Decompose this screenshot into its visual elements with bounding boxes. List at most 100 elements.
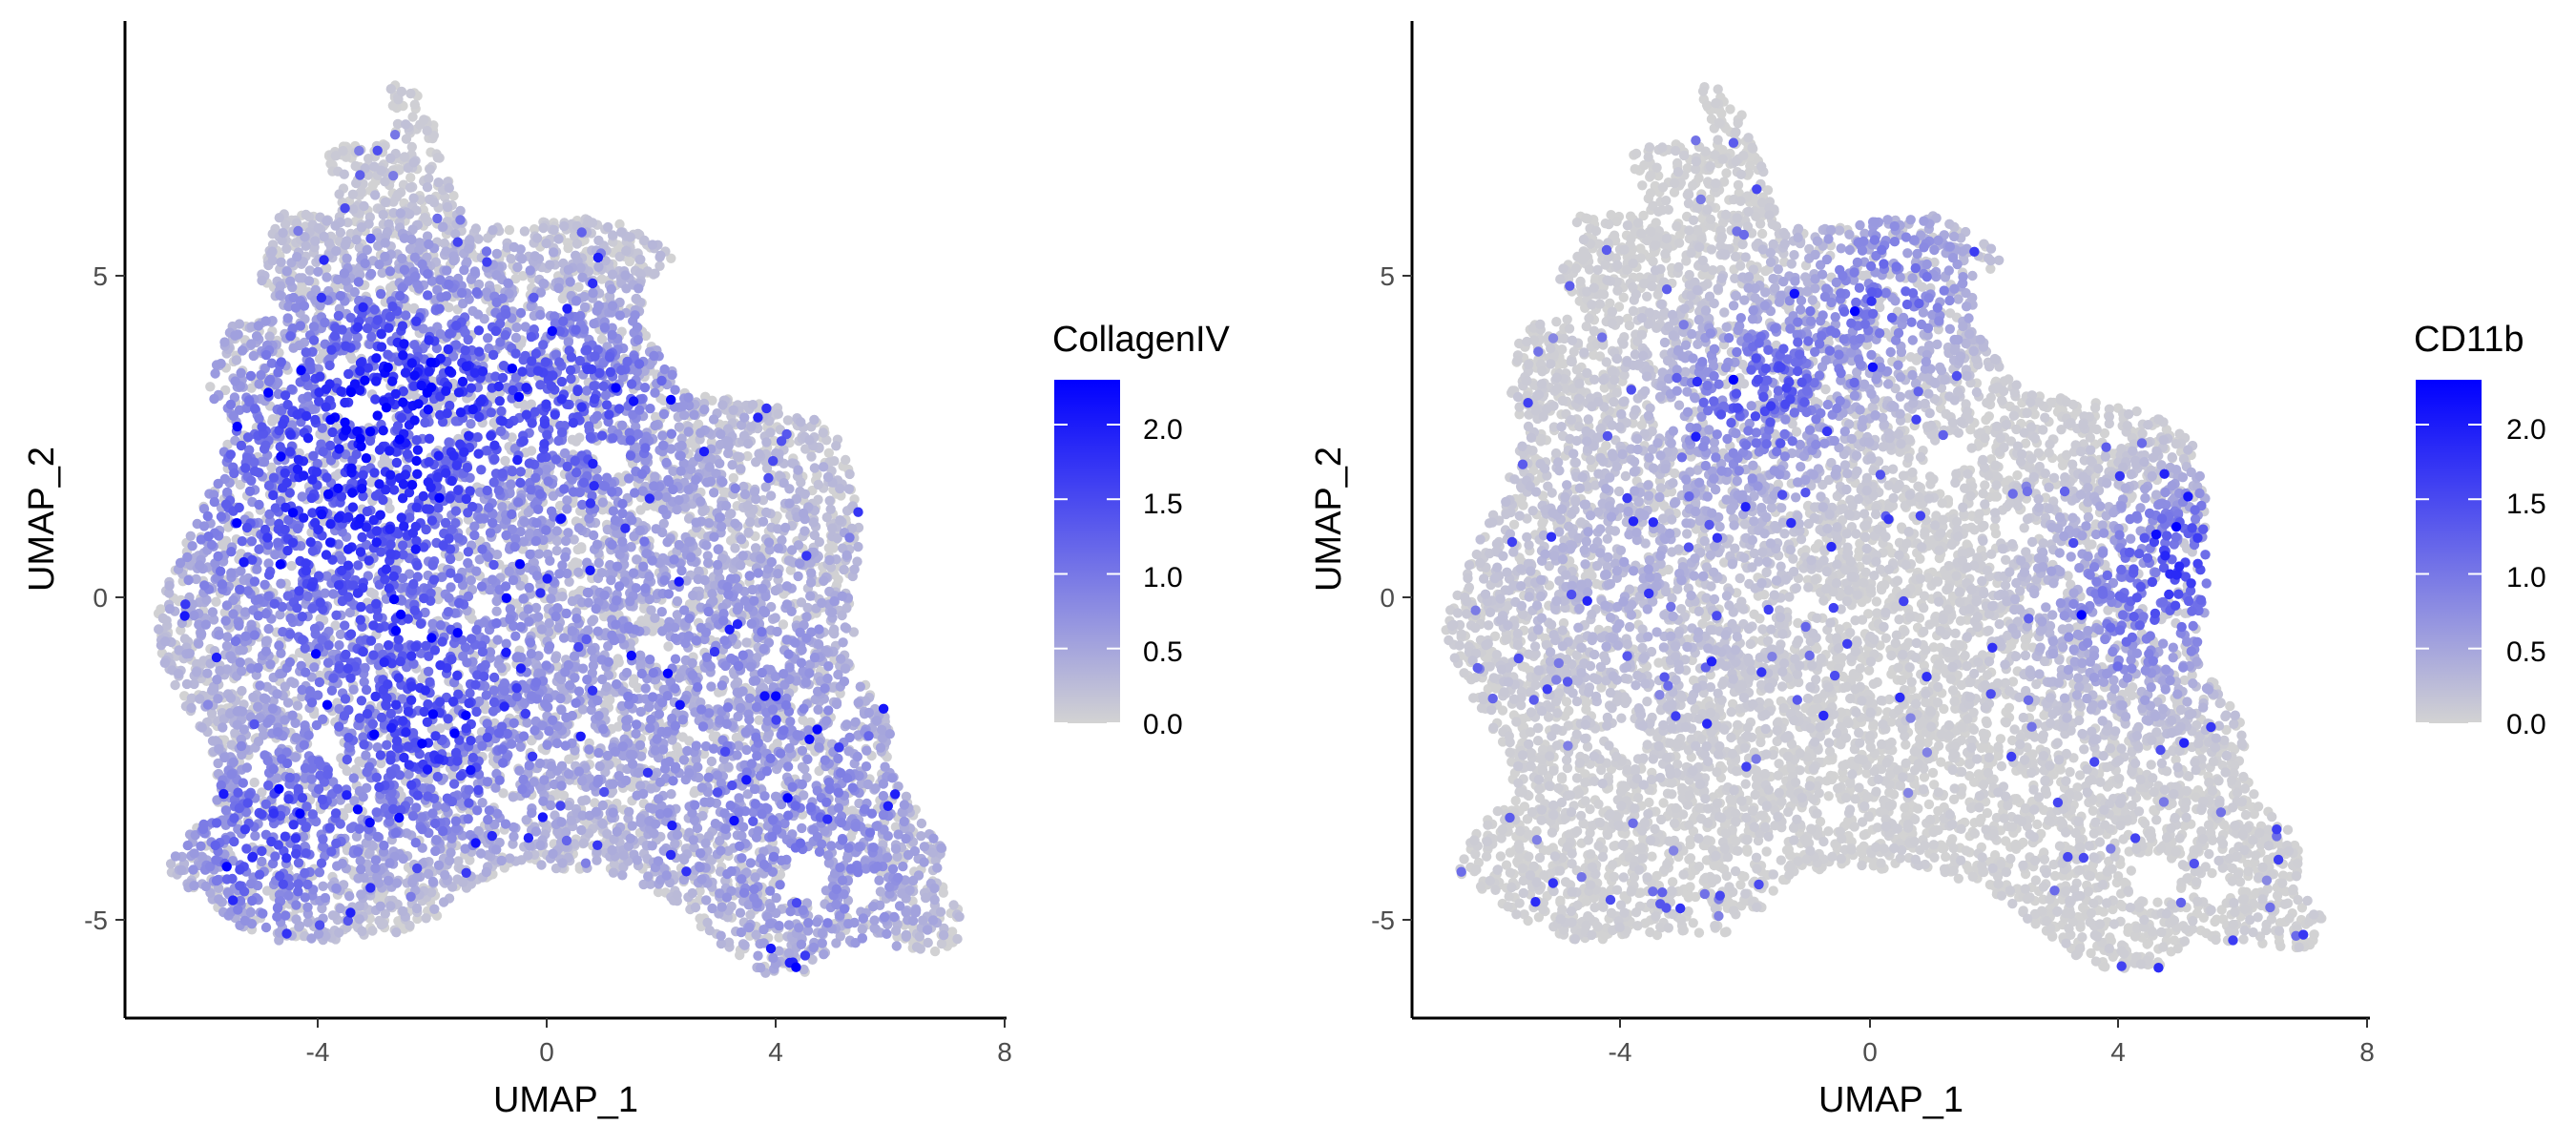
cell-point (532, 233, 542, 242)
cell-point (476, 848, 486, 858)
cell-point (405, 209, 414, 219)
cell-point (492, 249, 502, 259)
cell-point (197, 722, 207, 732)
cell-point (597, 568, 607, 577)
cell-point (250, 778, 260, 787)
cell-point (823, 472, 833, 482)
cell-point (301, 210, 311, 219)
cell-point (588, 218, 597, 227)
cell-point (688, 591, 697, 600)
cell-point (500, 456, 509, 466)
cell-point (376, 166, 385, 176)
cell-point (491, 607, 501, 616)
cell-point (386, 84, 396, 94)
cell-point (841, 551, 851, 560)
cell-point (549, 247, 558, 257)
cell-point (624, 807, 634, 817)
cell-point (750, 872, 759, 882)
cell-point (577, 796, 587, 805)
cell-point (620, 270, 630, 280)
cell-point (563, 243, 572, 253)
cell-point (688, 888, 697, 898)
cell-point (264, 331, 274, 341)
cell-point (368, 180, 378, 190)
cell-point (730, 543, 739, 552)
cell-point (754, 448, 763, 458)
cell-point (743, 528, 753, 537)
cell-point (319, 232, 328, 241)
cell-point (800, 489, 810, 499)
cell-point (621, 246, 631, 256)
cell-point (517, 254, 527, 263)
cell-point (497, 856, 507, 865)
cell-point (571, 251, 580, 260)
cell-point (160, 636, 170, 646)
cell-point (928, 847, 938, 857)
cell-point (445, 183, 454, 193)
cell-point (482, 867, 491, 877)
cell-point (267, 247, 277, 257)
cell-point (920, 842, 929, 851)
cell-point (567, 816, 576, 825)
cell-point (215, 666, 224, 676)
cell-point (232, 355, 241, 364)
cell-point (347, 354, 357, 364)
cell-point (292, 252, 301, 261)
cell-point (330, 220, 340, 230)
cell-point (219, 337, 229, 346)
cell-point (916, 831, 925, 841)
cell-point (400, 152, 409, 161)
cell-point (716, 429, 725, 439)
cell-point (902, 930, 911, 940)
cell-point (705, 462, 715, 471)
cell-point (829, 625, 839, 635)
cell-point (186, 531, 196, 541)
cell-point (739, 412, 749, 422)
cell-point (783, 415, 793, 425)
cell-point (936, 843, 945, 853)
cell-point (928, 915, 938, 925)
cell-point (952, 934, 962, 944)
cell-point (505, 853, 514, 863)
cell-point (804, 435, 814, 445)
panel-collageniv: -4 0 4 8 -5 0 5 UMAP_1 UMAP_2 CollagenIV… (22, 21, 1231, 1120)
cell-point (802, 603, 812, 613)
cell-point (293, 700, 302, 710)
cell-point (793, 572, 802, 581)
cell-point (360, 873, 369, 883)
cell-point (381, 198, 390, 207)
cell-point (405, 244, 415, 254)
cell-point (538, 279, 548, 288)
cell-point (869, 915, 879, 925)
cell-point (679, 855, 689, 864)
cell-point (342, 254, 351, 263)
cell-point (587, 616, 596, 626)
cell-point (655, 251, 665, 260)
cell-point (672, 890, 681, 900)
cell-point (226, 693, 236, 702)
cell-point (576, 825, 586, 835)
cell-point (165, 604, 175, 614)
cell-point (635, 255, 645, 264)
cell-point (572, 558, 582, 568)
cell-point (799, 509, 808, 518)
cell-point (701, 895, 711, 905)
cell-point (814, 480, 823, 489)
cell-point (817, 598, 826, 608)
cell-point (385, 901, 395, 910)
cell-point (854, 697, 863, 707)
cell-point (730, 519, 739, 529)
cell-point (595, 761, 605, 771)
cell-point (663, 641, 673, 651)
cell-point (628, 821, 637, 830)
cell-point (876, 886, 885, 896)
cell-point (160, 658, 170, 668)
cell-point (397, 87, 406, 96)
cell-point (844, 469, 854, 479)
cell-point (405, 89, 415, 98)
cell-point (603, 222, 613, 232)
cell-point (939, 930, 948, 940)
cell-point (439, 897, 448, 906)
cell-point (736, 908, 745, 918)
cell-point (751, 543, 760, 552)
